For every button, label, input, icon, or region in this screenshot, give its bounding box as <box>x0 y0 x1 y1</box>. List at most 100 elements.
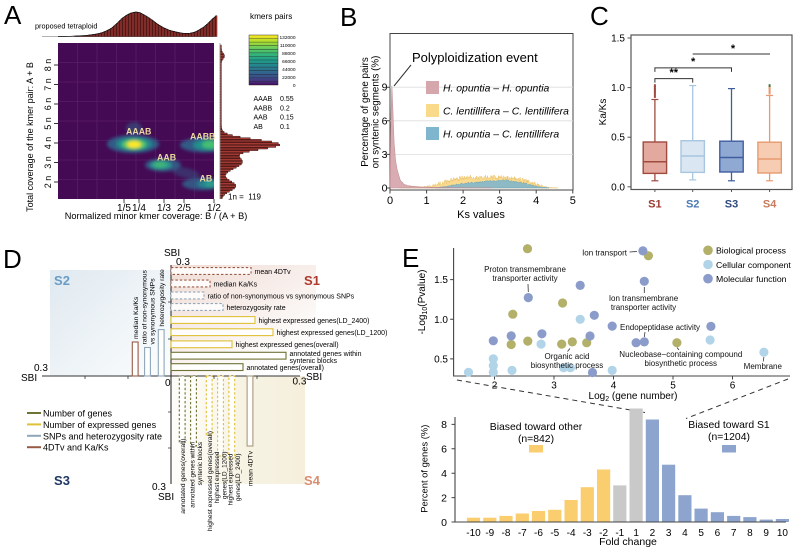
svg-text:4: 4 <box>682 528 688 539</box>
svg-text:C. lentillifera – C. lentillif: C. lentillifera – C. lentillifera <box>443 107 569 118</box>
svg-text:44000: 44000 <box>282 67 296 73</box>
svg-text:S3: S3 <box>54 473 70 488</box>
svg-text:0.2: 0.2 <box>280 105 290 112</box>
svg-text:5: 5 <box>670 381 676 392</box>
svg-text:0: 0 <box>165 378 171 389</box>
svg-text:median Ka/Ks: median Ka/Ks <box>214 281 258 288</box>
svg-text:AAB: AAB <box>157 153 176 163</box>
svg-text:S2: S2 <box>686 199 699 211</box>
svg-text:-3: -3 <box>583 528 592 539</box>
svg-text:6 n: 6 n <box>43 98 53 111</box>
svg-text:(n=842): (n=842) <box>518 434 554 445</box>
svg-text:0: 0 <box>441 517 447 529</box>
svg-text:*: * <box>691 56 696 68</box>
svg-text:median Ka/Ks: median Ka/Ks <box>133 296 140 339</box>
svg-text:Number of expressed genes: Number of expressed genes <box>43 420 157 430</box>
svg-text:-10: -10 <box>466 528 481 539</box>
svg-text:6: 6 <box>730 381 736 392</box>
svg-text:Nucleobase−containing compound: Nucleobase−containing compound <box>619 350 742 359</box>
svg-text:Ks values: Ks values <box>457 209 505 221</box>
svg-text:SBI: SBI <box>306 372 322 383</box>
svg-text:4DTv and Ka/Ks: 4DTv and Ka/Ks <box>43 443 109 453</box>
svg-text:9: 9 <box>382 82 388 94</box>
svg-text:6: 6 <box>715 528 721 539</box>
svg-text:-1: -1 <box>615 528 624 539</box>
svg-text:3: 3 <box>551 381 557 392</box>
svg-text:SBI: SBI <box>164 248 180 259</box>
svg-text:heterozygosity rate: heterozygosity rate <box>227 305 286 312</box>
svg-text:highest expressed genes(LD_240: highest expressed genes(LD_2400) <box>259 318 370 325</box>
svg-text:0.3: 0.3 <box>293 377 307 388</box>
svg-text:ratio of non-synonymous vs syn: ratio of non-synonymous vs synonymous SN… <box>208 293 355 300</box>
svg-text:2: 2 <box>441 492 447 504</box>
svg-text:transporter activity: transporter activity <box>492 274 557 283</box>
svg-text:0.3: 0.3 <box>152 482 166 493</box>
svg-text:Ion transmembrane: Ion transmembrane <box>609 294 679 303</box>
svg-text:3: 3 <box>666 528 672 539</box>
svg-text:0.55: 0.55 <box>280 96 294 103</box>
svg-text:H. opuntia – C. lentillifera: H. opuntia – C. lentillifera <box>443 130 559 141</box>
svg-text:66000: 66000 <box>282 59 296 65</box>
svg-text:2: 2 <box>460 195 466 207</box>
svg-text:S4: S4 <box>304 473 321 488</box>
svg-text:0.5: 0.5 <box>434 354 448 365</box>
svg-text:Normalized minor kmer coverage: Normalized minor kmer coverage: B / (A +… <box>65 211 248 221</box>
svg-text:3: 3 <box>382 149 388 161</box>
svg-text:Endopeptidase activity: Endopeptidase activity <box>620 323 700 332</box>
svg-text:-Log10(Pvalue): -Log10(Pvalue) <box>417 269 429 334</box>
svg-text:1n = 119: 1n = 119 <box>228 193 262 202</box>
svg-text:0: 0 <box>293 83 296 89</box>
svg-text:Proton transmembrane: Proton transmembrane <box>484 265 566 274</box>
svg-text:Total coverage of the kmer pai: Total coverage of the kmer pair: A + B <box>25 62 35 212</box>
svg-text:0.5: 0.5 <box>611 133 625 144</box>
svg-text:kmers pairs: kmers pairs <box>250 12 292 21</box>
svg-text:heterozygosity rate: heterozygosity rate <box>159 269 166 327</box>
svg-text:AB: AB <box>254 124 264 131</box>
svg-text:E: E <box>402 243 419 273</box>
svg-text:1.0: 1.0 <box>611 83 625 94</box>
svg-text:2: 2 <box>492 381 498 392</box>
svg-text:SBI: SBI <box>21 373 37 384</box>
svg-text:genes(LD_2400): genes(LD_2400) <box>235 454 242 502</box>
svg-text:-2: -2 <box>599 528 608 539</box>
svg-text:1/4: 1/4 <box>132 203 146 214</box>
svg-text:proposed tetraploid: proposed tetraploid <box>35 22 97 31</box>
svg-text:0.0: 0.0 <box>611 182 625 193</box>
svg-text:6: 6 <box>382 115 388 127</box>
svg-text:biosynthetic process: biosynthetic process <box>645 359 717 368</box>
svg-text:Polyploidization event: Polyploidization event <box>412 50 538 65</box>
svg-text:mean 4DTv: mean 4DTv <box>248 450 255 486</box>
svg-text:5 n: 5 n <box>43 117 53 130</box>
svg-text:3 n: 3 n <box>43 156 53 169</box>
svg-text:132000: 132000 <box>279 35 295 41</box>
svg-text:Organic acid: Organic acid <box>545 352 590 361</box>
svg-text:1: 1 <box>424 195 430 207</box>
svg-text:AAAB: AAAB <box>254 96 273 103</box>
svg-text:highest expressed genes(LD_120: highest expressed genes(LD_1200) <box>277 330 388 337</box>
svg-text:annotated genes(overall): annotated genes(overall) <box>180 439 187 514</box>
svg-text:2 n: 2 n <box>43 176 53 189</box>
svg-text:2: 2 <box>650 528 656 539</box>
svg-text:4 n: 4 n <box>43 137 53 150</box>
svg-text:4: 4 <box>611 381 617 392</box>
svg-text:-5: -5 <box>550 528 559 539</box>
svg-text:8: 8 <box>441 419 447 431</box>
svg-text:C: C <box>590 1 609 31</box>
svg-text:Percentage of gene pairs: Percentage of gene pairs <box>360 57 371 167</box>
svg-text:highest expressed: highest expressed <box>214 451 221 503</box>
svg-text:5: 5 <box>698 528 704 539</box>
svg-text:1.5: 1.5 <box>434 275 448 286</box>
svg-text:AB: AB <box>200 174 213 184</box>
svg-text:Percent of genes (%): Percent of genes (%) <box>419 425 430 513</box>
svg-text:Fold change: Fold change <box>599 536 657 548</box>
svg-text:B: B <box>340 2 357 32</box>
svg-text:22000: 22000 <box>282 75 296 81</box>
svg-text:-9: -9 <box>485 528 494 539</box>
svg-text:AAB: AAB <box>254 115 268 122</box>
svg-text:88000: 88000 <box>282 51 296 57</box>
svg-text:3: 3 <box>497 195 503 207</box>
svg-text:A: A <box>4 0 22 30</box>
svg-text:highest expressed genes(overal: highest expressed genes(overall) <box>236 342 339 349</box>
svg-text:syntenic blocks: syntenic blocks <box>197 442 204 485</box>
svg-text:1/5: 1/5 <box>117 203 131 214</box>
